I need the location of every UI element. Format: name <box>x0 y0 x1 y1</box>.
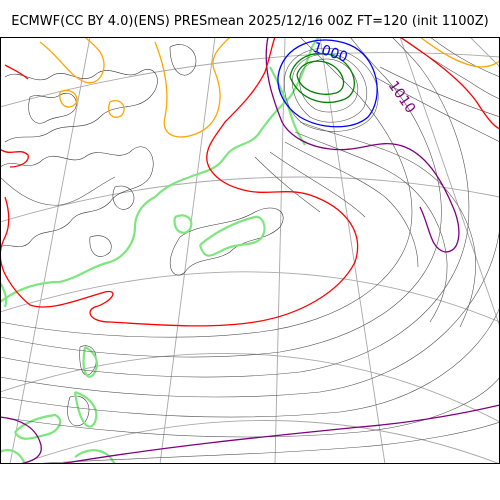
isobar-label-1010: 1010 <box>385 78 419 116</box>
isobar <box>0 37 442 358</box>
parallel <box>0 353 500 423</box>
isobar <box>429 37 500 78</box>
isobar <box>269 151 366 218</box>
isobar <box>0 176 116 206</box>
isobar-1010-south <box>0 416 42 464</box>
isobar-low-centre <box>296 60 345 95</box>
isobar-1010-south <box>59 404 500 464</box>
isobar <box>299 121 476 328</box>
coastline <box>169 44 197 76</box>
meridian <box>469 37 500 68</box>
ice-edge-line <box>0 37 321 303</box>
isobar-1012-west <box>0 148 29 168</box>
parallel <box>0 52 500 108</box>
isobar <box>0 376 500 438</box>
isobar-1012-east <box>399 37 500 130</box>
ice-edge-line <box>74 449 116 464</box>
ice-edge-line <box>198 215 266 257</box>
isobar-1016-west <box>59 89 78 108</box>
parallel <box>0 271 500 323</box>
isobar-1016 <box>419 37 500 68</box>
ice-edge-line <box>173 214 193 234</box>
parallel <box>0 176 500 223</box>
isobar <box>254 156 321 213</box>
isobar <box>292 53 368 123</box>
meridian <box>399 37 500 328</box>
map-title: ECMWF(CC BY 4.0)(ENS) PRESmean 2025/12/1… <box>11 14 489 29</box>
isobar-1016-west <box>154 37 231 138</box>
meridian <box>159 37 216 464</box>
isobar-1010 <box>265 37 460 253</box>
isobar <box>284 141 419 268</box>
ice-edge <box>0 37 321 464</box>
isobar-1012-north <box>206 37 276 170</box>
coastlines <box>0 44 284 427</box>
coastline <box>112 185 135 210</box>
isobar-low-centre <box>289 52 355 103</box>
ice-edge-line <box>82 346 99 378</box>
meridian <box>9 37 91 464</box>
ice-edge-line <box>269 66 306 146</box>
coastline <box>4 69 158 143</box>
graticule <box>0 37 500 464</box>
ice-edge-line <box>0 448 27 464</box>
meridian <box>319 37 386 464</box>
isobar-1012-west <box>4 64 29 80</box>
ice-edge-line <box>0 281 8 308</box>
key-isobars <box>0 37 500 464</box>
isobar-1012 <box>0 168 359 327</box>
isobar <box>0 306 500 418</box>
isobar <box>379 66 500 118</box>
coastline <box>0 146 154 248</box>
isobars <box>0 37 500 464</box>
ice-edge-line <box>14 413 62 440</box>
parallel <box>19 420 500 464</box>
isobar <box>374 76 500 143</box>
isobar <box>294 131 448 323</box>
coastline <box>169 207 284 276</box>
ice-edge-line <box>73 390 98 428</box>
isobar-label-1000: 1000 <box>311 40 350 66</box>
isobar-1016-west <box>39 37 105 84</box>
isobar <box>29 421 500 464</box>
isobar-1000 <box>277 39 378 128</box>
pressure-map: 1000 1010 <box>0 37 500 464</box>
isobar <box>284 47 379 132</box>
isobar-1016-west <box>108 100 125 118</box>
isobar <box>399 37 500 100</box>
isobar <box>0 226 500 398</box>
coastline <box>89 235 112 257</box>
meridian <box>274 37 286 464</box>
isobar <box>299 58 359 113</box>
